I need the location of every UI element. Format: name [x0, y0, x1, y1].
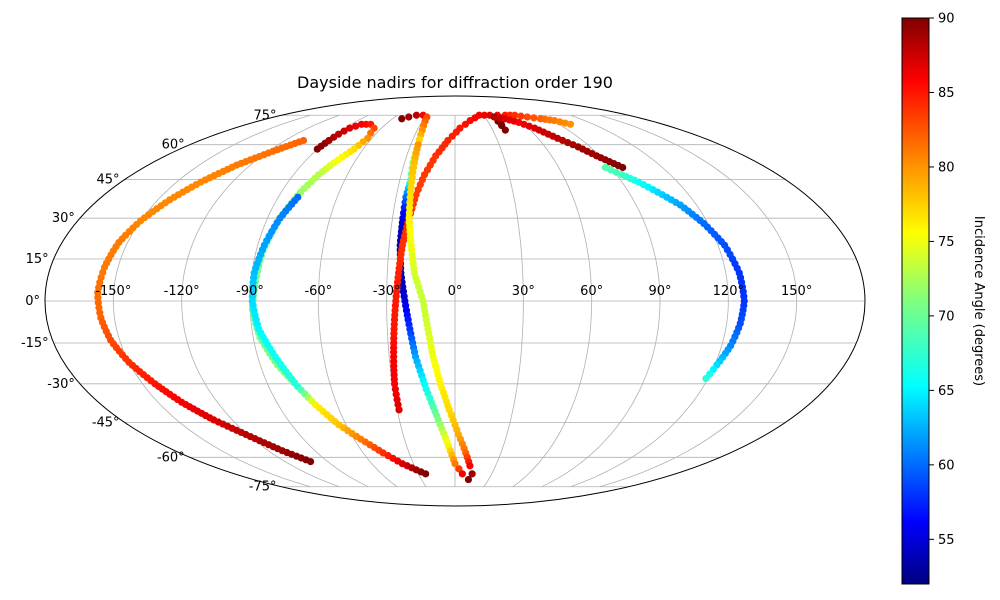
- meridian-line: [112, 114, 311, 488]
- colorbar-tick-label: 70: [938, 309, 955, 324]
- data-point: [405, 209, 413, 217]
- data-point: [399, 209, 408, 217]
- data-point: [406, 198, 414, 207]
- longitude-tick-label: -120°: [164, 284, 200, 299]
- data-point: [468, 470, 476, 478]
- data-point: [480, 111, 488, 119]
- chart-title: Dayside nadirs for diffraction order 190: [297, 73, 613, 92]
- colorbar-ticks: 90 85 80 75 70 65 60 55: [929, 12, 955, 548]
- data-point: [517, 112, 525, 120]
- longitude-tick-label: 60°: [580, 284, 603, 299]
- longitude-tick-label: 120°: [713, 284, 744, 299]
- latitude-tick-label: 0°: [25, 294, 40, 309]
- latitude-tick-label: -45°: [92, 415, 120, 430]
- map-outline: [44, 95, 866, 507]
- latitude-tick-label: -75°: [249, 480, 277, 495]
- longitude-tick-label: 90°: [648, 284, 671, 299]
- data-point: [612, 168, 620, 176]
- data-point: [525, 122, 533, 130]
- data-point: [422, 470, 430, 478]
- longitude-tick-label: 0°: [448, 284, 463, 299]
- longitude-tick-label: -60°: [304, 284, 332, 299]
- colorbar-gradient: [901, 17, 930, 585]
- longitude-tick-label: -30°: [373, 284, 401, 299]
- latitude-tick-label: 30°: [52, 211, 75, 226]
- colorbar-tick-label: 60: [938, 458, 955, 473]
- data-point: [94, 288, 102, 297]
- meridian-line: [512, 114, 593, 488]
- meridian-line: [386, 115, 427, 487]
- colorbar-tick-label: 55: [938, 533, 955, 548]
- longitude-tick-label: -150°: [95, 284, 131, 299]
- latitude-tick-label: 75°: [253, 108, 276, 123]
- data-point: [464, 475, 473, 484]
- data-point: [405, 113, 413, 121]
- latitude-tick-label: 45°: [97, 173, 120, 188]
- latitude-tick-label: -15°: [21, 336, 49, 351]
- meridian-line: [483, 115, 524, 487]
- colorbar-label: Incidence Angle (degrees): [971, 216, 986, 386]
- data-point: [412, 111, 421, 119]
- data-points: [94, 111, 748, 484]
- latitude-tick-label: 15°: [26, 252, 49, 267]
- longitude-tick-label: 30°: [512, 284, 535, 299]
- data-point: [475, 111, 483, 119]
- data-point: [340, 127, 348, 135]
- data-point: [456, 124, 464, 132]
- data-point: [530, 114, 538, 122]
- colorbar-tick-label: 85: [938, 86, 955, 101]
- data-point: [511, 111, 519, 119]
- data-point: [619, 163, 627, 172]
- colorbar: 90 85 80 75 70 65 60 55 Incidence Angle (degree…: [901, 12, 986, 585]
- data-point: [566, 120, 575, 128]
- data-point: [405, 204, 414, 212]
- data-point: [451, 460, 459, 468]
- data-point: [702, 374, 710, 383]
- data-point: [458, 470, 466, 478]
- latitude-tick-label: -30°: [47, 377, 75, 392]
- longitude-tick-label: -90°: [236, 284, 264, 299]
- latitude-labels: 75° 60° 45° 30° 15° 0° -15° -30° -45° -60° -75°: [21, 108, 277, 494]
- data-point: [352, 122, 360, 130]
- data-point: [561, 119, 569, 127]
- latitude-tick-label: 60°: [162, 138, 185, 153]
- colorbar-tick-label: 65: [938, 384, 955, 399]
- data-point: [406, 193, 414, 201]
- data-point: [501, 126, 509, 134]
- data-point: [466, 462, 474, 470]
- latitude-tick-label: -60°: [157, 450, 185, 465]
- data-point: [346, 124, 354, 132]
- data-point: [391, 385, 399, 393]
- meridian-line: [570, 114, 729, 488]
- longitude-labels: -150° -120° -90° -60° -30° 0° 30° 60° 90° 120° 150…: [95, 284, 812, 299]
- colorbar-tick-label: 90: [938, 12, 955, 27]
- data-point: [400, 204, 408, 212]
- colorbar-tick-label: 80: [938, 160, 955, 175]
- data-point: [607, 166, 615, 174]
- data-point: [370, 124, 378, 132]
- data-point: [306, 457, 315, 466]
- meridian-line: [599, 114, 798, 488]
- data-point: [334, 130, 343, 138]
- data-point: [523, 113, 531, 121]
- longitude-tick-label: 150°: [781, 284, 812, 299]
- data-point: [601, 163, 609, 172]
- data-point: [398, 115, 406, 123]
- colorbar-tick-label: 75: [938, 235, 955, 250]
